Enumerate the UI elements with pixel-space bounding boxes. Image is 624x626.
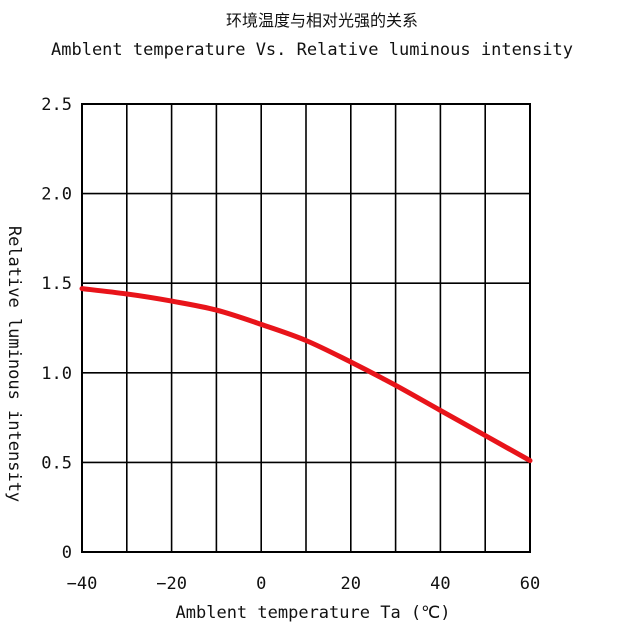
- x-tick-label: 20: [341, 574, 361, 594]
- y-tick-label: 1.5: [41, 274, 72, 294]
- series-line: [79, 286, 533, 464]
- y-tick-label: 2.5: [41, 95, 72, 115]
- y-tick-label: 0: [62, 543, 72, 563]
- chart-title: 环境温度与相对光强的关系: [226, 11, 418, 30]
- x-tick-label: 60: [520, 574, 540, 594]
- chart-subtitle: Amblent temperature Vs. Relative luminou…: [51, 40, 573, 60]
- plot-area-frame: [81, 103, 531, 553]
- x-axis-ticks: −40 −20 0 20 40 60: [67, 574, 541, 594]
- series-layer: [79, 286, 533, 464]
- grid-lines: [82, 104, 530, 552]
- y-tick-label: 1.0: [41, 364, 72, 384]
- x-axis-label: Amblent temperature Ta (℃): [176, 603, 451, 623]
- y-axis-label: Relative luminous intensity: [4, 226, 24, 502]
- y-axis-ticks: 0 0.5 1.0 1.5 2.0 2.5: [41, 95, 72, 563]
- x-tick-label: −40: [67, 574, 98, 594]
- x-tick-label: 40: [430, 574, 450, 594]
- x-tick-label: 0: [256, 574, 266, 594]
- y-tick-label: 2.0: [41, 185, 72, 205]
- y-tick-label: 0.5: [41, 453, 72, 473]
- x-tick-label: −20: [156, 574, 187, 594]
